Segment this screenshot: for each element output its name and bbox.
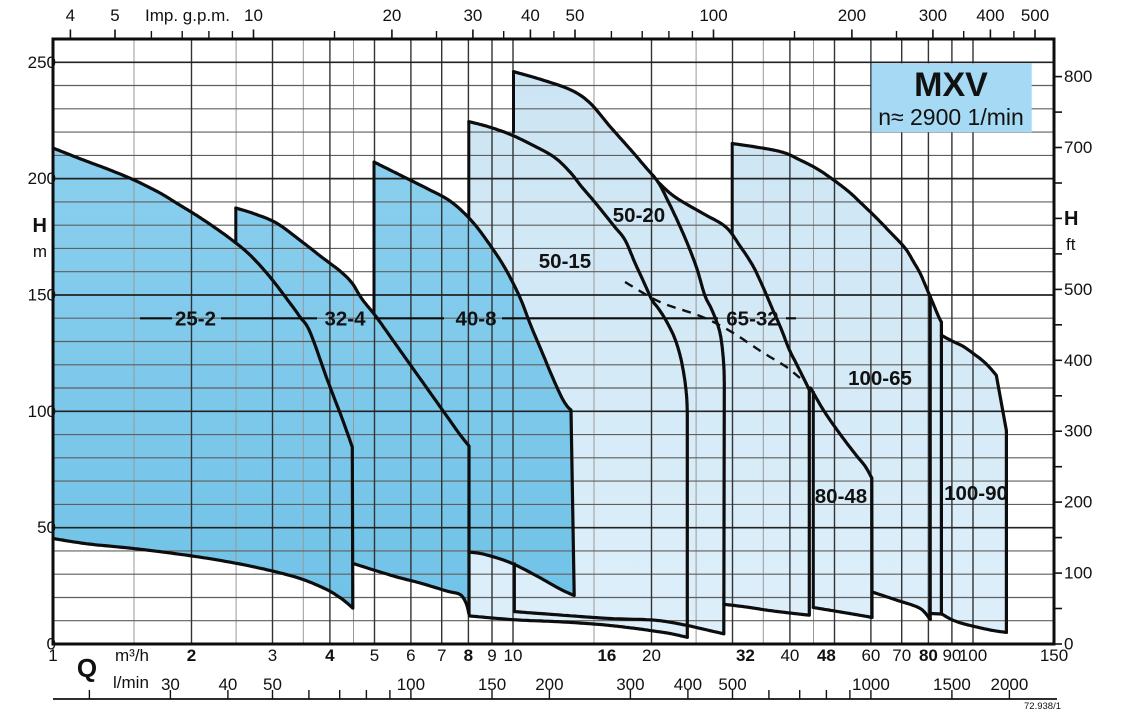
- svg-text:1: 1: [48, 646, 57, 665]
- svg-text:l/min: l/min: [113, 673, 149, 692]
- svg-text:100: 100: [959, 646, 987, 665]
- svg-text:0: 0: [1064, 635, 1073, 654]
- svg-text:300: 300: [919, 6, 947, 25]
- svg-text:800: 800: [1064, 67, 1092, 86]
- svg-text:40-8: 40-8: [455, 307, 496, 330]
- svg-text:20: 20: [642, 646, 661, 665]
- svg-text:50: 50: [37, 518, 56, 537]
- svg-text:72.938/1: 72.938/1: [1024, 701, 1061, 712]
- svg-text:30: 30: [161, 675, 180, 694]
- svg-text:60: 60: [861, 646, 880, 665]
- svg-text:250: 250: [28, 53, 56, 72]
- svg-text:70: 70: [892, 646, 911, 665]
- svg-text:10: 10: [504, 646, 523, 665]
- svg-text:m³/h: m³/h: [115, 646, 149, 665]
- svg-text:2000: 2000: [990, 675, 1028, 694]
- svg-text:0: 0: [47, 635, 56, 654]
- svg-text:50: 50: [566, 6, 585, 25]
- svg-text:500: 500: [1064, 280, 1092, 299]
- svg-text:40: 40: [521, 6, 540, 25]
- svg-text:200: 200: [838, 6, 866, 25]
- svg-text:40: 40: [218, 675, 237, 694]
- svg-text:9: 9: [487, 646, 496, 665]
- svg-text:500: 500: [1021, 6, 1049, 25]
- svg-text:H: H: [33, 215, 47, 237]
- svg-text:400: 400: [674, 675, 702, 694]
- svg-text:100-65: 100-65: [848, 367, 912, 390]
- svg-text:100-90: 100-90: [944, 482, 1008, 505]
- svg-text:50-15: 50-15: [539, 250, 591, 273]
- svg-text:65-32: 65-32: [726, 307, 778, 330]
- svg-text:90: 90: [942, 646, 961, 665]
- svg-text:16: 16: [597, 646, 616, 665]
- svg-text:ft: ft: [1066, 235, 1076, 254]
- svg-text:30: 30: [463, 6, 482, 25]
- svg-text:400: 400: [1064, 351, 1092, 370]
- svg-text:50: 50: [263, 675, 282, 694]
- svg-text:100: 100: [28, 402, 56, 421]
- svg-text:4: 4: [325, 646, 335, 665]
- svg-text:200: 200: [1064, 493, 1092, 512]
- svg-text:MXV: MXV: [914, 66, 988, 104]
- svg-text:40: 40: [780, 646, 799, 665]
- svg-text:2: 2: [187, 646, 196, 665]
- svg-text:10: 10: [244, 6, 263, 25]
- svg-text:Q: Q: [77, 653, 97, 683]
- svg-text:6: 6: [406, 646, 415, 665]
- svg-text:H: H: [1064, 208, 1078, 230]
- svg-text:150: 150: [478, 675, 506, 694]
- svg-text:80: 80: [919, 646, 938, 665]
- svg-text:32-4: 32-4: [324, 307, 366, 330]
- svg-text:8: 8: [464, 646, 473, 665]
- svg-text:150: 150: [28, 286, 56, 305]
- svg-text:50-20: 50-20: [613, 204, 665, 227]
- svg-text:3: 3: [268, 646, 277, 665]
- svg-text:500: 500: [718, 675, 746, 694]
- svg-text:Imp. g.p.m.: Imp. g.p.m.: [145, 6, 230, 25]
- svg-text:20: 20: [382, 6, 401, 25]
- svg-text:1000: 1000: [852, 675, 890, 694]
- svg-text:100: 100: [699, 6, 727, 25]
- svg-text:100: 100: [1064, 564, 1092, 583]
- svg-text:5: 5: [110, 6, 119, 25]
- svg-text:150: 150: [1040, 646, 1068, 665]
- svg-text:1500: 1500: [933, 675, 971, 694]
- svg-text:7: 7: [437, 646, 446, 665]
- svg-text:200: 200: [28, 169, 56, 188]
- svg-text:32: 32: [736, 646, 755, 665]
- svg-text:m: m: [33, 242, 47, 261]
- svg-text:5: 5: [370, 646, 379, 665]
- svg-text:700: 700: [1064, 138, 1092, 157]
- svg-text:n≈ 2900 1/min: n≈ 2900 1/min: [878, 104, 1024, 130]
- svg-text:100: 100: [397, 675, 425, 694]
- svg-text:48: 48: [817, 646, 836, 665]
- svg-text:4: 4: [66, 6, 75, 25]
- svg-text:25-2: 25-2: [175, 307, 216, 330]
- svg-text:300: 300: [1064, 422, 1092, 441]
- svg-text:200: 200: [535, 675, 563, 694]
- svg-text:400: 400: [976, 6, 1004, 25]
- svg-text:80-48: 80-48: [815, 485, 867, 508]
- svg-text:300: 300: [616, 675, 644, 694]
